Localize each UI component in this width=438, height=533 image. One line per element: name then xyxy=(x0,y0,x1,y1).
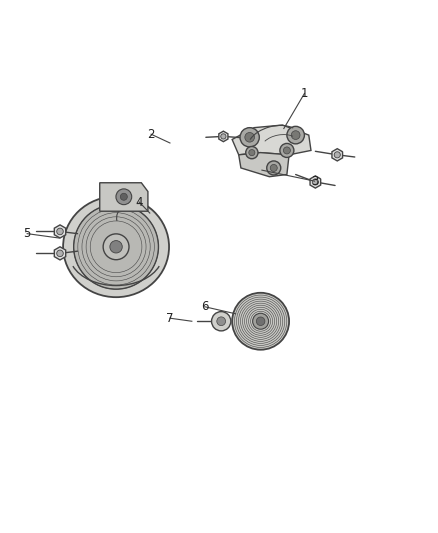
Circle shape xyxy=(270,165,277,172)
Text: 2: 2 xyxy=(147,128,155,141)
Text: 6: 6 xyxy=(201,300,209,313)
Circle shape xyxy=(221,134,226,139)
Circle shape xyxy=(57,228,63,235)
Text: 1: 1 xyxy=(300,87,308,100)
Text: 5: 5 xyxy=(24,227,31,240)
Polygon shape xyxy=(54,247,66,260)
Circle shape xyxy=(312,179,318,185)
Circle shape xyxy=(283,147,290,154)
Circle shape xyxy=(120,193,127,200)
Circle shape xyxy=(103,234,129,260)
Circle shape xyxy=(287,126,304,144)
Circle shape xyxy=(57,250,63,257)
Polygon shape xyxy=(332,149,343,161)
Polygon shape xyxy=(239,152,289,177)
Polygon shape xyxy=(219,131,228,142)
Circle shape xyxy=(110,240,122,253)
Circle shape xyxy=(291,131,300,140)
Text: 4: 4 xyxy=(135,196,143,208)
Polygon shape xyxy=(310,176,321,188)
Circle shape xyxy=(232,293,289,350)
Circle shape xyxy=(240,128,259,147)
Circle shape xyxy=(267,161,281,175)
Circle shape xyxy=(253,313,268,329)
Polygon shape xyxy=(232,125,311,155)
Circle shape xyxy=(74,205,159,289)
Circle shape xyxy=(116,189,132,205)
Text: 7: 7 xyxy=(166,312,174,325)
Circle shape xyxy=(280,143,294,157)
Circle shape xyxy=(212,312,231,331)
Ellipse shape xyxy=(63,196,169,297)
Polygon shape xyxy=(100,183,148,211)
Circle shape xyxy=(217,317,226,326)
Circle shape xyxy=(245,133,254,142)
Circle shape xyxy=(256,317,265,326)
Text: 3: 3 xyxy=(311,175,318,188)
Circle shape xyxy=(249,150,255,156)
Circle shape xyxy=(246,147,258,159)
Circle shape xyxy=(334,152,340,158)
Polygon shape xyxy=(54,225,66,238)
